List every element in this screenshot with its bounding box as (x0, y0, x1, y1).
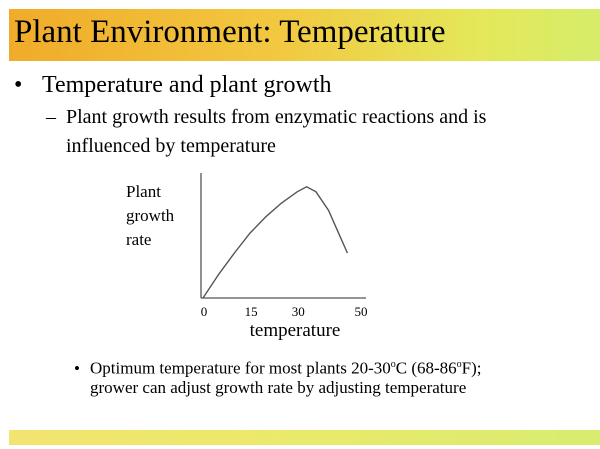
chart-xlabel: temperature (250, 320, 341, 341)
slide-title: Plant Environment: Temperature (14, 14, 446, 50)
bullet-marker: • (14, 72, 23, 98)
text: F); (461, 358, 482, 378)
bullet-temperature-growth: • Temperature and plant growth (14, 70, 332, 100)
text: Optimum temperature for most plants 20-3… (90, 358, 391, 378)
bullet-marker: • (74, 358, 80, 378)
ylabel-line: growth (126, 206, 175, 225)
bullet-text: Temperature and plant growth (42, 72, 332, 98)
dash-marker: – (46, 106, 56, 128)
title-bar (9, 9, 600, 61)
x-tick-label: 15 (245, 304, 258, 319)
degree-sup: o (390, 359, 396, 370)
bullet-optimum: • Optimum temperature for most plants 20-… (74, 353, 482, 380)
text: C (68-86 (395, 358, 457, 378)
x-tick-label: 30 (292, 304, 305, 319)
chart-ylabel: Plant growth rate (126, 180, 174, 252)
sub-bullet-line1: – Plant growth results from enzymatic rea… (46, 103, 486, 132)
ylabel-line: Plant (126, 182, 161, 201)
x-tick-label: 0 (201, 304, 208, 319)
growth-curve (202, 186, 349, 299)
footer-bar (9, 430, 600, 445)
sub-bullet-line2: influenced by temperature (66, 135, 276, 157)
degree-sup: o (456, 359, 462, 370)
sub-bullet-text: Plant growth results from enzymatic reac… (66, 106, 487, 128)
bullet-optimum-line2: grower can adjust growth rate by adjusti… (90, 378, 467, 397)
x-tick-label: 50 (355, 304, 368, 319)
ylabel-line: rate (126, 230, 152, 249)
